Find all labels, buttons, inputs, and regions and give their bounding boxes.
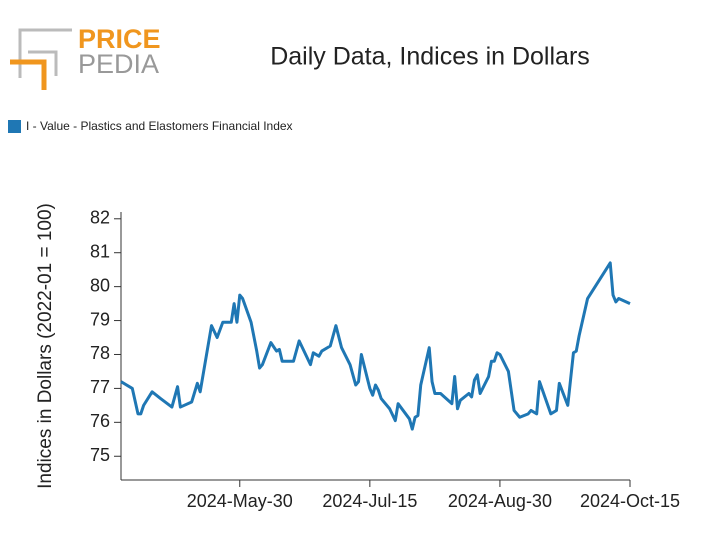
y-tick-label: 75 — [90, 445, 110, 465]
x-tick-label: 2024-Oct-15 — [580, 491, 680, 511]
line — [120, 261, 631, 431]
y-tick-label: 80 — [90, 275, 110, 295]
x-tick-label: 2024-Aug-30 — [448, 491, 552, 511]
y-tick-label: 76 — [90, 411, 110, 431]
x-tick-label: 2024-Jul-15 — [322, 491, 417, 511]
logo: PRICE PEDIA — [10, 24, 161, 90]
logo-bottom: PEDIA — [78, 49, 159, 79]
y-tick-label: 81 — [90, 241, 110, 261]
x-tick-label: 2024-May-30 — [187, 491, 293, 511]
legend-label: I - Value - Plastics and Elastomers Fina… — [26, 119, 293, 133]
y-axis-label: Indices in Dollars (2022-01 = 100) — [35, 203, 56, 489]
y-tick-label: 78 — [90, 343, 110, 363]
y-tick-label: 82 — [90, 208, 110, 228]
legend-swatch — [8, 120, 21, 133]
logo-top: PRICE — [78, 24, 161, 54]
chart-title: Daily Data, Indices in Dollars — [270, 43, 590, 71]
y-tick-label: 77 — [90, 377, 110, 397]
y-tick-label: 79 — [90, 309, 110, 329]
